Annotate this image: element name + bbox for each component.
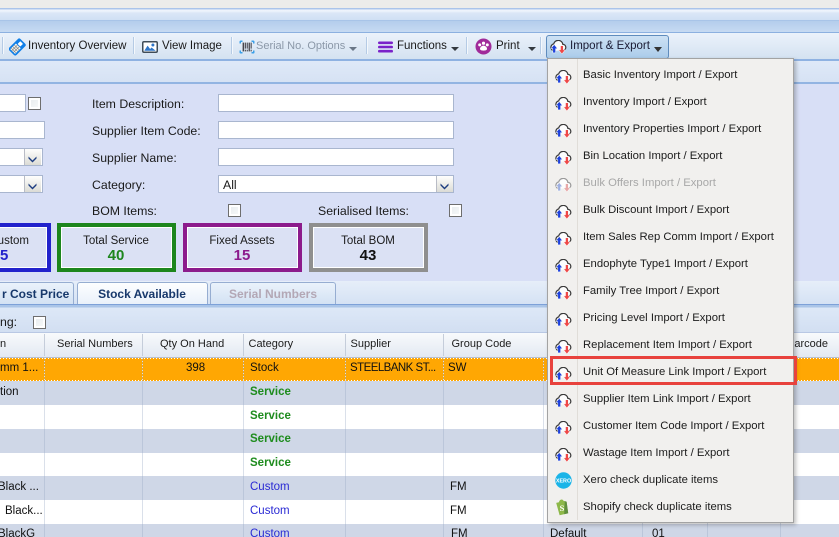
svg-text:S: S	[560, 503, 565, 513]
svg-text:XERO: XERO	[556, 479, 571, 485]
